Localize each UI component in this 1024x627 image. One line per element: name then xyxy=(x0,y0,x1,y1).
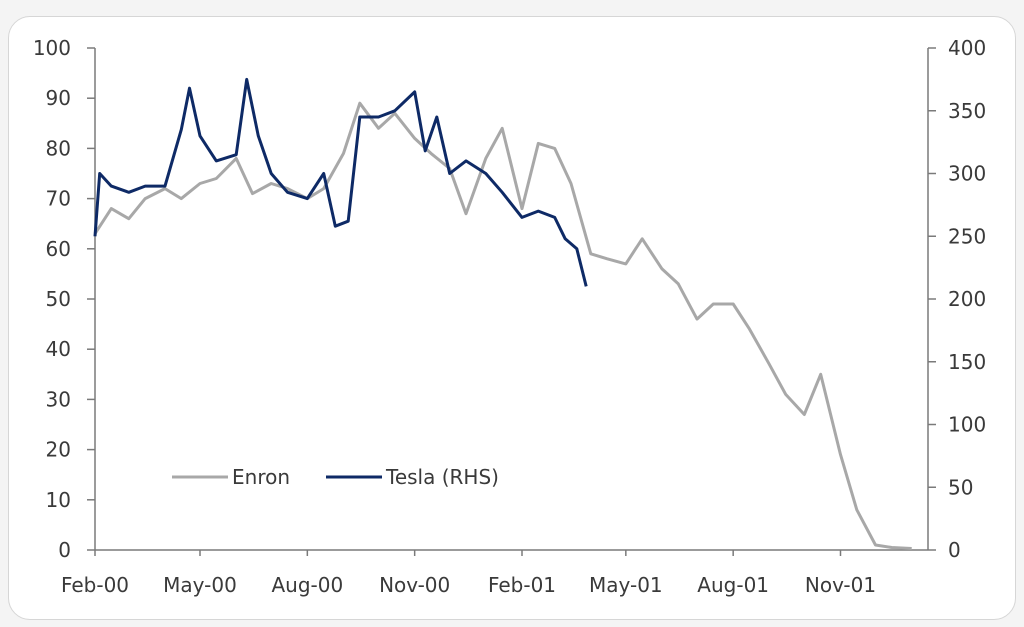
left-y-tick-label: 10 xyxy=(46,488,71,512)
tick-marks xyxy=(87,47,936,556)
left-y-tick-label: 40 xyxy=(46,337,71,361)
left-y-tick-label: 100 xyxy=(33,36,71,60)
series-lines xyxy=(93,77,912,550)
tick-labels: 0 10 20 30 40 50 60 70 80 90 100 0 50 100 150 200 250 300… xyxy=(33,36,986,597)
x-tick-label: Nov-01 xyxy=(805,573,876,597)
right-y-tick-label: 200 xyxy=(948,287,986,311)
left-y-tick-label: 0 xyxy=(58,538,71,562)
left-y-tick-label: 20 xyxy=(46,438,71,462)
left-y-tick-label: 30 xyxy=(46,387,71,411)
left-y-tick-label: 50 xyxy=(46,287,71,311)
right-y-tick-label: 50 xyxy=(948,475,973,499)
x-tick-label: Aug-01 xyxy=(697,573,769,597)
left-y-tick-label: 60 xyxy=(46,237,71,261)
x-tick-label: Nov-00 xyxy=(379,573,450,597)
legend-label-enron: Enron xyxy=(232,465,290,489)
chart-card xyxy=(8,16,1016,620)
x-tick-label: May-01 xyxy=(589,573,663,597)
left-y-tick-label: 70 xyxy=(46,187,71,211)
x-tick-label: May-00 xyxy=(163,573,237,597)
x-tick-label: Feb-01 xyxy=(488,573,556,597)
right-y-tick-label: 350 xyxy=(948,99,986,123)
x-tick-label: Feb-00 xyxy=(61,573,129,597)
series-line-enron xyxy=(93,101,912,550)
legend-label-tesla: Tesla (RHS) xyxy=(385,465,499,489)
x-tick-label: Aug-00 xyxy=(271,573,343,597)
legend: Enron Tesla (RHS) xyxy=(172,465,499,489)
right-y-tick-label: 100 xyxy=(948,413,986,437)
right-y-tick-label: 150 xyxy=(948,350,986,374)
right-y-tick-label: 400 xyxy=(948,36,986,60)
right-y-tick-label: 0 xyxy=(948,538,961,562)
series-line-tesla xyxy=(93,77,588,287)
right-y-tick-label: 300 xyxy=(948,162,986,186)
axes xyxy=(94,48,929,551)
left-y-tick-label: 90 xyxy=(46,86,71,110)
left-y-tick-label: 80 xyxy=(46,136,71,160)
right-y-tick-label: 250 xyxy=(948,224,986,248)
